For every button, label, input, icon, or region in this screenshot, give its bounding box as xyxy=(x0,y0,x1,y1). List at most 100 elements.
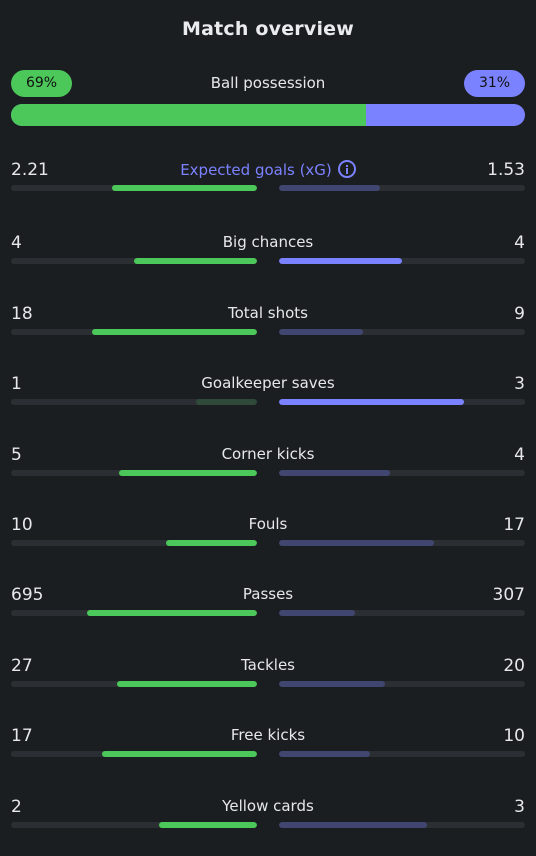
home-value: 2 xyxy=(11,797,22,817)
home-bar-track xyxy=(11,540,257,546)
home-value: 695 xyxy=(11,585,44,605)
panel-title: Match overview xyxy=(181,18,355,40)
home-bar-fill xyxy=(134,258,257,264)
away-bar-fill xyxy=(279,610,356,616)
stat-label-text: Total shots xyxy=(228,304,308,322)
stat-bars xyxy=(11,258,525,264)
stat-row: 2 Yellow cards 3 xyxy=(11,797,525,841)
stat-label: Tackles xyxy=(11,656,525,674)
away-value: 4 xyxy=(514,233,525,253)
stat-label-text: Goalkeeper saves xyxy=(201,374,335,392)
away-bar-fill xyxy=(279,258,402,264)
stat-row: 1 Goalkeeper saves 3 xyxy=(11,374,525,418)
stat-row: 5 Corner kicks 4 xyxy=(11,445,525,489)
home-bar-track xyxy=(11,185,257,191)
stat-label-text: Passes xyxy=(242,585,294,603)
stat-label-text: Free kicks xyxy=(230,726,306,744)
stat-bars xyxy=(11,399,525,405)
away-value: 20 xyxy=(503,656,525,676)
home-value: 5 xyxy=(11,445,22,465)
home-bar-fill xyxy=(111,185,257,191)
stat-label[interactable]: Expected goals (xG) xyxy=(11,160,525,179)
home-bar-track xyxy=(11,470,257,476)
home-bar-track xyxy=(11,751,257,757)
possession-label: Ball possession xyxy=(210,74,326,92)
stat-label-text: Expected goals (xG) xyxy=(180,161,332,179)
home-bar-track xyxy=(11,329,257,335)
stat-row: 2.21 Expected goals (xG) 1.53 xyxy=(11,160,525,204)
info-icon[interactable] xyxy=(337,160,356,178)
stat-label-text: Corner kicks xyxy=(221,445,315,463)
stat-label: Passes xyxy=(11,585,525,603)
home-value: 27 xyxy=(11,656,33,676)
away-bar-track xyxy=(279,470,525,476)
stat-bars xyxy=(11,751,525,757)
stat-label: Big chances xyxy=(11,233,525,251)
home-possession-badge: 69% xyxy=(11,70,72,97)
away-bar-track xyxy=(279,185,525,191)
possession-header: 69% Ball possession 31% xyxy=(11,70,525,97)
home-bar-fill xyxy=(116,681,257,687)
home-bar-track xyxy=(11,822,257,828)
away-bar-track xyxy=(279,822,525,828)
stat-bars xyxy=(11,470,525,476)
stat-row: 17 Free kicks 10 xyxy=(11,726,525,770)
stat-label-text: Fouls xyxy=(248,515,288,533)
away-bar-track xyxy=(279,540,525,546)
away-value: 9 xyxy=(514,304,525,324)
stat-bars xyxy=(11,681,525,687)
away-bar-track xyxy=(279,681,525,687)
away-value: 307 xyxy=(492,585,525,605)
stat-bars xyxy=(11,610,525,616)
away-bar-track xyxy=(279,258,525,264)
away-value: 10 xyxy=(503,726,525,746)
away-bar-track xyxy=(279,329,525,335)
stat-bars xyxy=(11,185,525,191)
stat-row: 27 Tackles 20 xyxy=(11,656,525,700)
stat-label: Total shots xyxy=(11,304,525,322)
home-value: 18 xyxy=(11,304,33,324)
home-bar-fill xyxy=(92,329,257,335)
away-value: 4 xyxy=(514,445,525,465)
home-value: 17 xyxy=(11,726,33,746)
stat-row: 4 Big chances 4 xyxy=(11,233,525,277)
stat-row: 695 Passes 307 xyxy=(11,585,525,629)
home-bar-track xyxy=(11,258,257,264)
stat-label: Goalkeeper saves xyxy=(11,374,525,392)
away-value: 1.53 xyxy=(487,160,525,180)
home-value: 1 xyxy=(11,374,22,394)
away-bar-fill xyxy=(279,470,390,476)
away-value: 3 xyxy=(514,374,525,394)
stat-label-text: Big chances xyxy=(222,233,314,251)
home-bar-track xyxy=(11,399,257,405)
home-value: 10 xyxy=(11,515,33,535)
stat-row: 10 Fouls 17 xyxy=(11,515,525,559)
away-bar-track xyxy=(279,751,525,757)
home-bar-track xyxy=(11,610,257,616)
away-bar-fill xyxy=(279,681,385,687)
away-bar-fill xyxy=(279,399,464,405)
stat-row: 18 Total shots 9 xyxy=(11,304,525,348)
possession-bar xyxy=(11,104,525,126)
home-bar-fill xyxy=(87,610,257,616)
away-bar-fill xyxy=(279,329,363,335)
stat-bars xyxy=(11,822,525,828)
stat-bars xyxy=(11,540,525,546)
stat-label-text: Yellow cards xyxy=(222,797,314,815)
away-bar-track xyxy=(279,399,525,405)
home-bar-fill xyxy=(119,470,257,476)
away-value: 3 xyxy=(514,797,525,817)
home-bar-fill xyxy=(102,751,257,757)
stat-label-text: Tackles xyxy=(240,656,296,674)
home-value: 2.21 xyxy=(11,160,49,180)
stat-label: Corner kicks xyxy=(11,445,525,463)
home-bar-fill xyxy=(195,399,257,405)
away-bar-fill xyxy=(279,751,371,757)
away-bar-fill xyxy=(279,822,427,828)
home-bar-fill xyxy=(158,822,257,828)
home-possession-fill xyxy=(11,104,366,126)
away-bar-fill xyxy=(279,185,380,191)
stat-label: Free kicks xyxy=(11,726,525,744)
home-bar-track xyxy=(11,681,257,687)
